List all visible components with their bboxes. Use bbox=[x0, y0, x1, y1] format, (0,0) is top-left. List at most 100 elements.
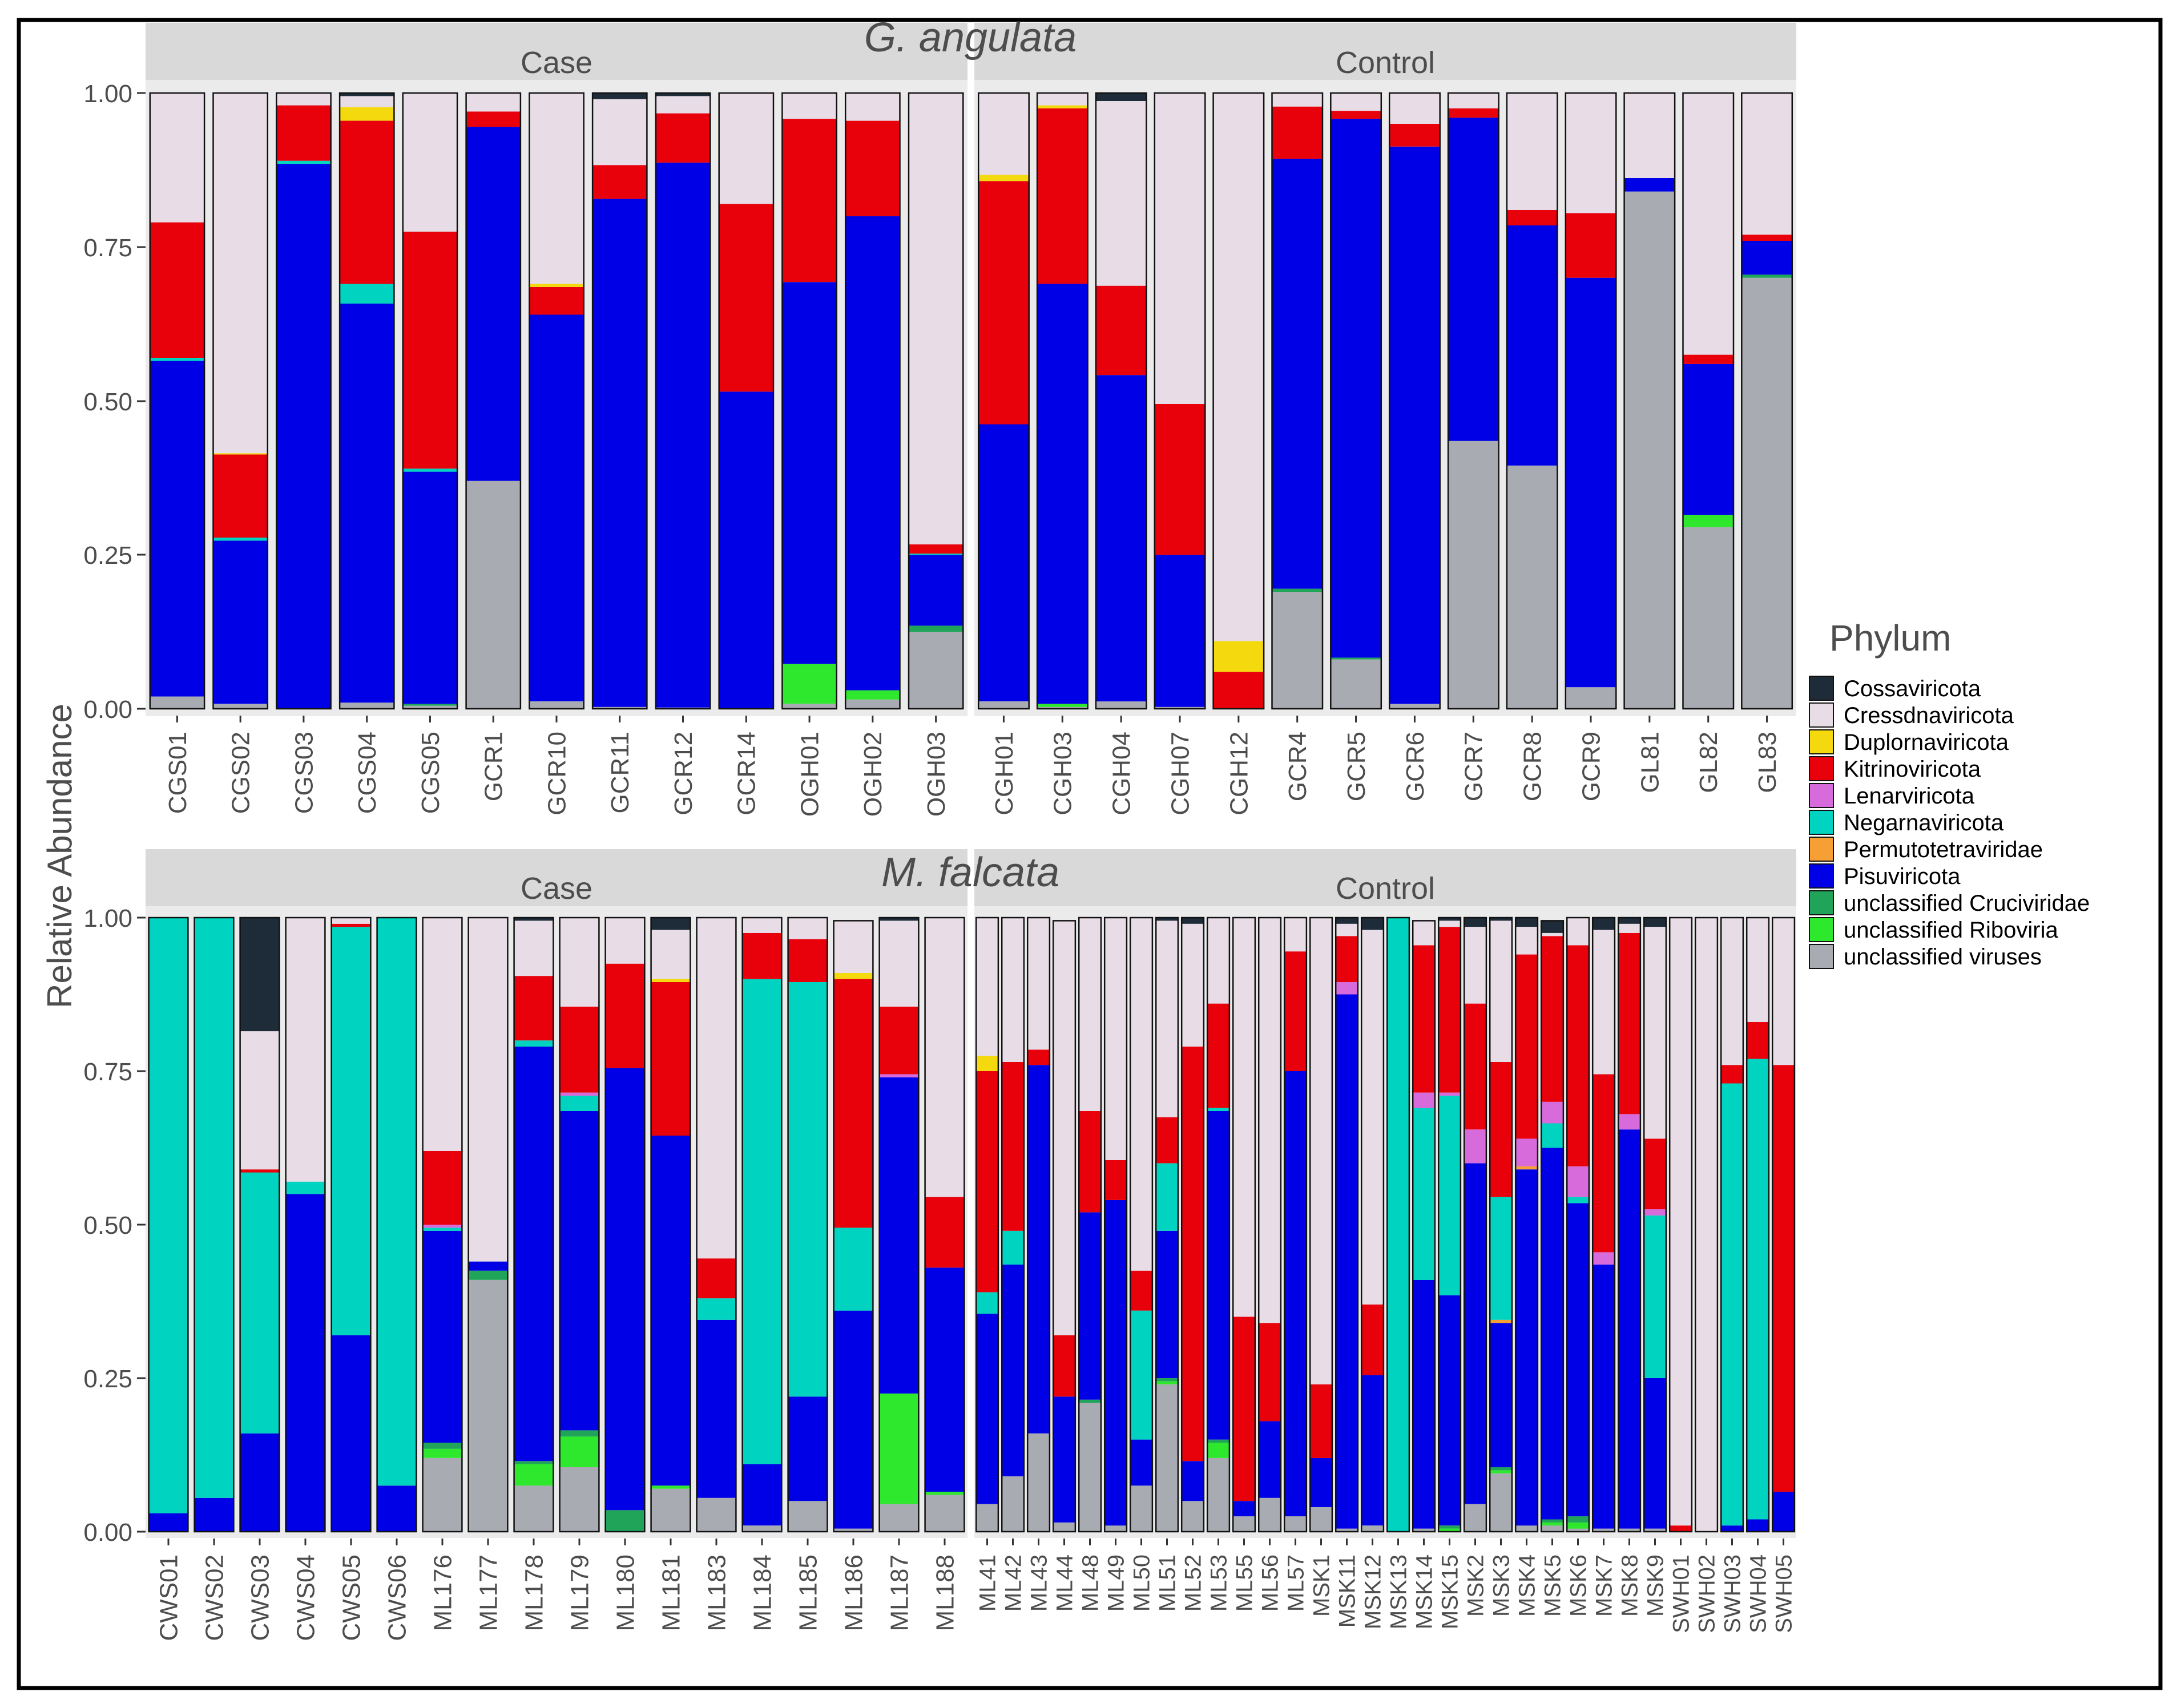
bar-segment bbox=[213, 540, 268, 704]
x-tick-label: CGS02 bbox=[227, 732, 255, 814]
bars-m-falcata-case: CWS01 CWS02 CWS03 CWS04 CWS05 CWS06 ML176 ML177… bbox=[148, 916, 965, 1641]
bar-segment bbox=[1156, 1163, 1178, 1231]
bar-segment bbox=[422, 1457, 462, 1532]
legend-key bbox=[1809, 837, 1834, 862]
bar-outline bbox=[604, 916, 646, 1533]
bar-segment bbox=[909, 625, 963, 632]
legend-label: unclassified Cruciviridae bbox=[1844, 891, 2090, 916]
bar-segment bbox=[1156, 1384, 1178, 1532]
bar-segment bbox=[1541, 1519, 1563, 1523]
bar-segment bbox=[788, 1501, 828, 1532]
x-tick-label: MSK9 bbox=[1643, 1554, 1668, 1617]
bar-outline bbox=[467, 916, 509, 1533]
legend-title: Phylum bbox=[1829, 617, 1951, 659]
bar-segment bbox=[150, 222, 205, 358]
legend-label: Lenarviricota bbox=[1844, 784, 1975, 809]
x-tick-label: CWS01 bbox=[155, 1554, 183, 1641]
bar-segment bbox=[1618, 923, 1640, 933]
bar-segment bbox=[782, 119, 837, 282]
bar-segment bbox=[1593, 1252, 1615, 1265]
bar-outline bbox=[1617, 916, 1642, 1533]
bar-segment bbox=[1259, 1323, 1281, 1422]
bar-segment bbox=[1272, 592, 1323, 709]
y-tick-label: 1.00 bbox=[83, 80, 132, 108]
bar-segment bbox=[1644, 927, 1666, 1139]
bar-segment bbox=[559, 918, 599, 1007]
x-tick-label: ML186 bbox=[840, 1554, 868, 1632]
bar-segment bbox=[276, 93, 331, 106]
bar-segment bbox=[1361, 918, 1384, 930]
bar-segment bbox=[925, 1492, 965, 1495]
x-tick-label: SWH05 bbox=[1772, 1554, 1797, 1633]
bar-segment bbox=[340, 96, 394, 107]
bar-segment bbox=[1541, 932, 1563, 936]
y-tick-label: 0.50 bbox=[83, 388, 132, 416]
y-tick-label: 0.50 bbox=[83, 1212, 132, 1239]
bar-segment bbox=[782, 664, 837, 704]
bar-segment bbox=[719, 204, 773, 392]
y-tick-label: 0.00 bbox=[83, 696, 132, 724]
bar-outline bbox=[1720, 916, 1744, 1533]
bar-segment bbox=[1747, 1519, 1769, 1532]
x-tick-label: CGS03 bbox=[290, 732, 318, 814]
bar-segment bbox=[1182, 1047, 1204, 1461]
x-tick-label: GCR5 bbox=[1343, 732, 1370, 801]
bar-segment bbox=[1272, 106, 1323, 159]
bar-outline bbox=[1271, 92, 1324, 710]
bar-segment bbox=[1464, 918, 1486, 927]
bar-segment bbox=[1438, 1525, 1461, 1529]
bar-outline bbox=[1682, 92, 1735, 710]
bar-segment bbox=[696, 1319, 736, 1498]
x-tick-label: ML44 bbox=[1053, 1554, 1078, 1612]
bar-segment bbox=[1490, 1473, 1512, 1532]
bar-segment bbox=[1541, 1148, 1563, 1520]
y-tick-label: 0.25 bbox=[83, 542, 132, 570]
bar-segment bbox=[976, 1071, 998, 1293]
bar-segment bbox=[605, 1068, 645, 1511]
bar-segment bbox=[1310, 1507, 1332, 1532]
bar-segment bbox=[1027, 1049, 1050, 1065]
bar-segment bbox=[1079, 1399, 1101, 1403]
bar-segment bbox=[1567, 945, 1589, 1166]
x-tick-label: GCR1 bbox=[480, 732, 508, 801]
bar-segment bbox=[978, 181, 1029, 425]
bar-segment bbox=[909, 555, 963, 626]
x-tick-label: ML184 bbox=[748, 1554, 776, 1632]
bar-segment bbox=[1207, 1443, 1229, 1458]
bar-segment bbox=[150, 361, 205, 697]
x-tick-label: GCR6 bbox=[1401, 732, 1429, 801]
bar-segment bbox=[1104, 918, 1127, 1160]
bar-segment bbox=[909, 544, 963, 554]
x-tick-label: ML48 bbox=[1078, 1554, 1103, 1612]
bar-segment bbox=[879, 1393, 919, 1504]
facet-label-control-top: Control bbox=[1336, 46, 1435, 80]
bar-segment bbox=[909, 93, 963, 544]
bar-segment bbox=[1361, 1304, 1384, 1375]
bar-segment bbox=[1336, 936, 1358, 982]
bar-segment bbox=[879, 1074, 919, 1077]
bar-segment bbox=[402, 231, 458, 469]
bar-segment bbox=[1213, 93, 1264, 641]
bar-outline bbox=[402, 92, 458, 710]
bar-outline bbox=[1036, 92, 1089, 710]
bar-segment bbox=[1213, 641, 1264, 672]
bar-segment bbox=[1389, 93, 1440, 124]
bar-outline bbox=[1463, 916, 1487, 1533]
bar-segment bbox=[1438, 1092, 1461, 1096]
bar-segment bbox=[240, 1433, 280, 1532]
bar-outline bbox=[1643, 916, 1667, 1533]
bar-segment bbox=[1413, 1528, 1435, 1532]
bar-segment bbox=[468, 1279, 508, 1532]
bar-segment bbox=[422, 918, 462, 1151]
bar-outline bbox=[1212, 92, 1265, 710]
bar-segment bbox=[514, 1461, 554, 1464]
bar-outline bbox=[1309, 916, 1333, 1533]
bar-outline bbox=[975, 916, 999, 1533]
bar-segment bbox=[422, 1228, 462, 1231]
bar-segment bbox=[1490, 1061, 1512, 1197]
bar-outline bbox=[1668, 916, 1693, 1533]
bar-segment bbox=[1272, 93, 1323, 107]
bar-outline bbox=[338, 92, 395, 710]
bar-segment bbox=[559, 1111, 599, 1431]
bar-segment bbox=[1207, 918, 1229, 1004]
